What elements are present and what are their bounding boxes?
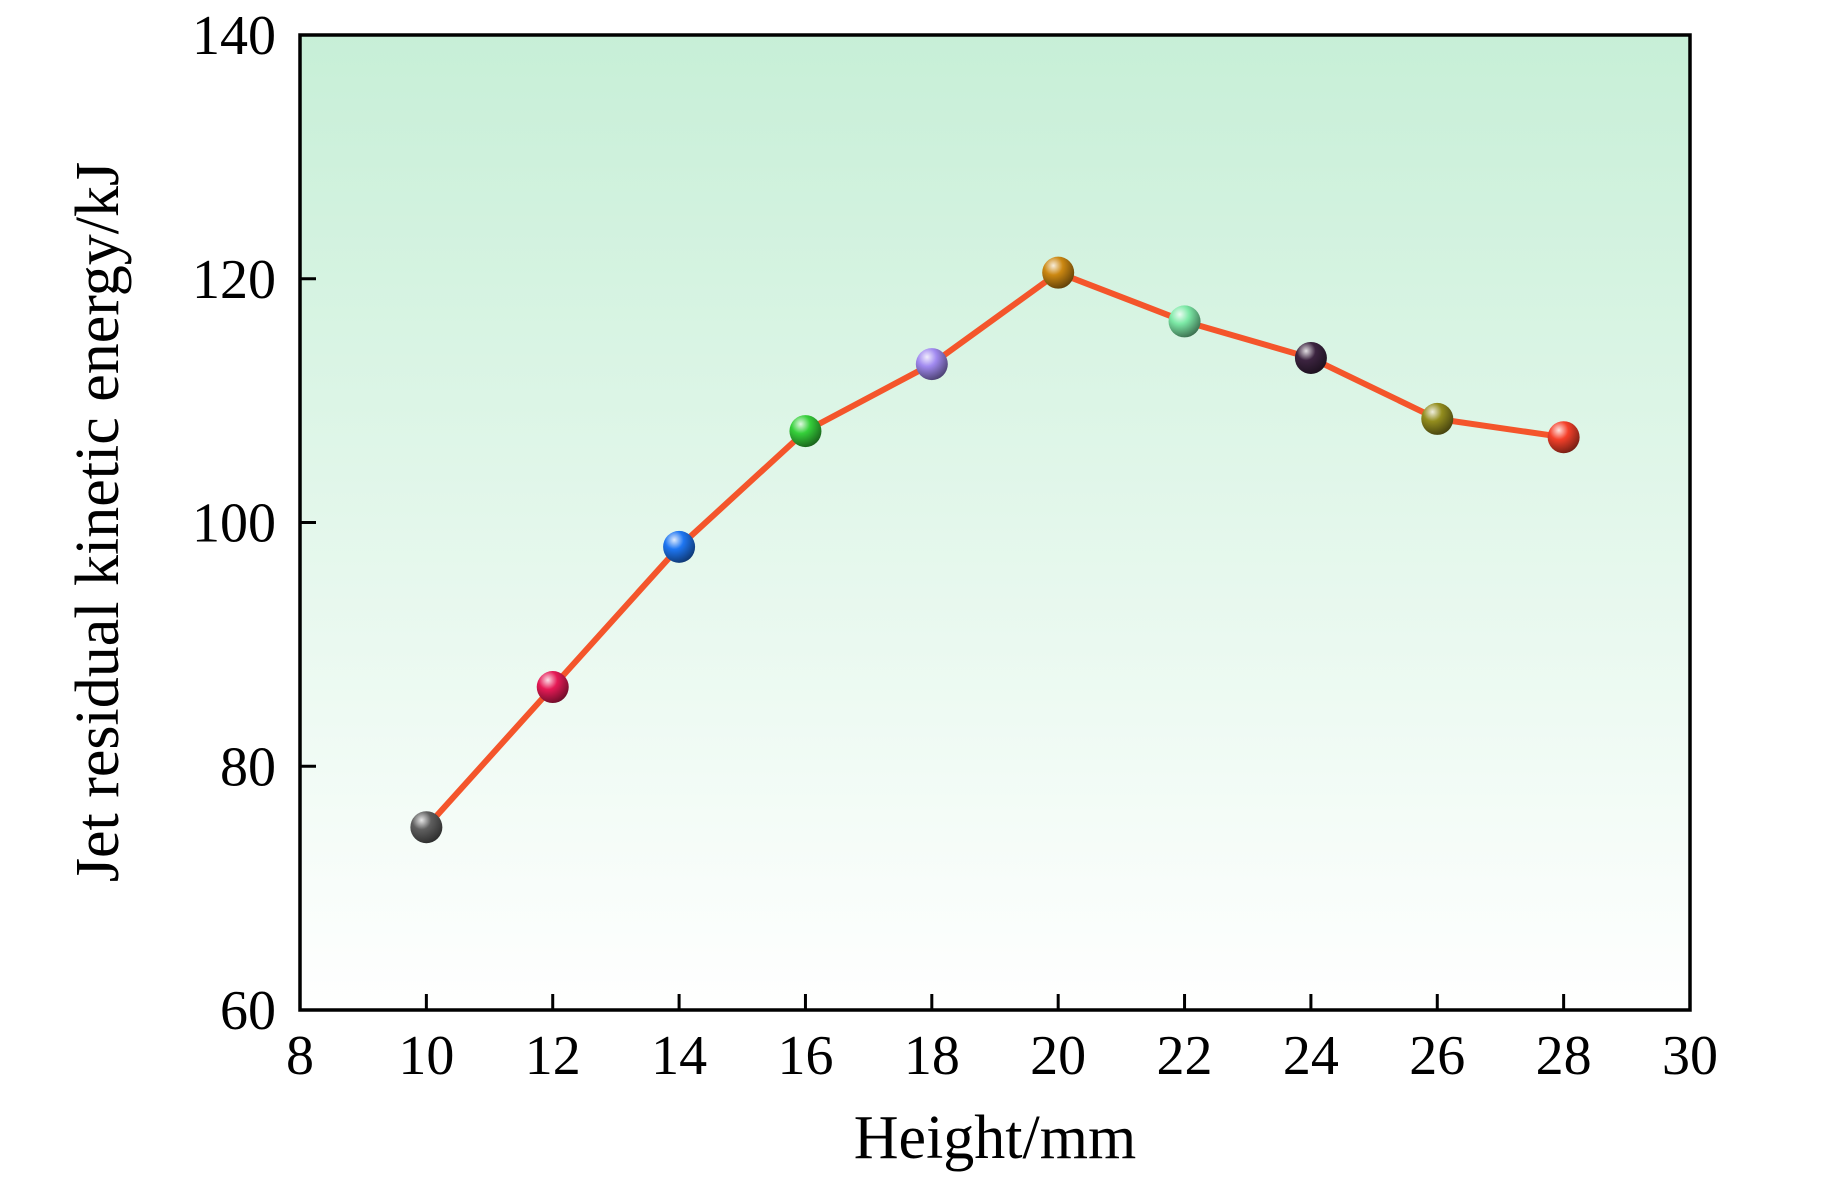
- y-tick-label: 140: [192, 5, 276, 67]
- y-tick-label: 60: [220, 980, 276, 1042]
- data-point: [1294, 341, 1327, 374]
- x-tick-label: 20: [1030, 1025, 1086, 1087]
- x-tick-label: 24: [1283, 1025, 1339, 1087]
- x-tick-label: 14: [651, 1025, 707, 1087]
- x-tick-label: 26: [1409, 1025, 1465, 1087]
- data-point: [1421, 402, 1454, 435]
- data-point: [915, 348, 948, 381]
- data-point: [789, 415, 822, 448]
- data-point: [663, 530, 696, 563]
- y-tick-label: 100: [192, 493, 276, 555]
- data-point: [1168, 305, 1201, 338]
- plot-frame: [298, 33, 1692, 1012]
- x-tick-label: 12: [525, 1025, 581, 1087]
- x-tick-label: 28: [1536, 1025, 1592, 1087]
- data-point: [1547, 421, 1580, 454]
- y-tick-label: 80: [220, 736, 276, 798]
- line-series: [423, 269, 1567, 831]
- x-tick-label: 30: [1662, 1025, 1718, 1087]
- x-axis-label: Height/mm: [854, 1104, 1136, 1172]
- y-tick-label: 120: [192, 249, 276, 311]
- plot-background: [300, 35, 1690, 1010]
- x-tick-label: 8: [286, 1025, 314, 1087]
- x-tick-label: 18: [904, 1025, 960, 1087]
- x-tick-label: 22: [1157, 1025, 1213, 1087]
- y-axis-label: Jet residual kinetic energy/kJ: [64, 162, 132, 882]
- data-point: [1042, 256, 1075, 289]
- data-point: [536, 671, 569, 704]
- x-tick-label: 10: [398, 1025, 454, 1087]
- data-point: [410, 811, 443, 844]
- x-tick-label: 16: [777, 1025, 833, 1087]
